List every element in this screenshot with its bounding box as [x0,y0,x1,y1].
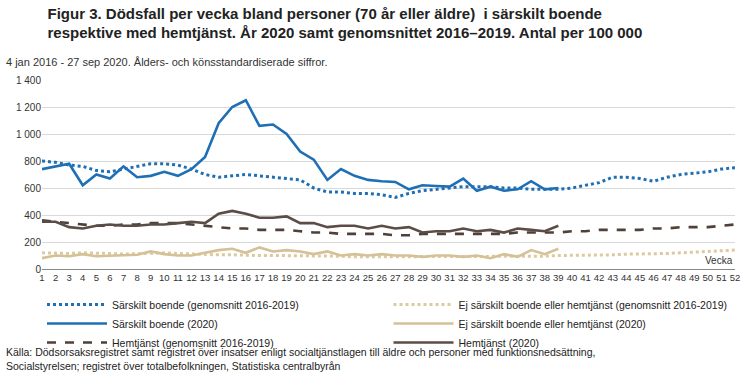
svg-text:38: 38 [539,272,550,283]
svg-text:5: 5 [94,272,99,283]
svg-text:20: 20 [295,272,306,283]
svg-text:51: 51 [716,272,727,283]
svg-text:43: 43 [607,272,618,283]
svg-text:45: 45 [635,272,646,283]
svg-text:46: 46 [648,272,659,283]
svg-text:36: 36 [512,272,523,283]
svg-text:23: 23 [336,272,347,283]
svg-text:16: 16 [241,272,252,283]
svg-text:47: 47 [662,272,673,283]
svg-text:7: 7 [121,272,126,283]
svg-text:12: 12 [186,272,197,283]
svg-text:Vecka: Vecka [705,255,733,266]
svg-text:21: 21 [308,272,319,283]
svg-text:40: 40 [567,272,578,283]
svg-text:1 400: 1 400 [16,75,41,86]
svg-text:6: 6 [107,272,112,283]
svg-text:Särskilt boende (2020): Särskilt boende (2020) [112,318,218,330]
svg-text:Hemtjänst (2020): Hemtjänst (2020) [459,337,540,349]
svg-text:50: 50 [703,272,714,283]
svg-text:42: 42 [594,272,605,283]
svg-text:11: 11 [173,272,183,283]
svg-text:30: 30 [431,272,442,283]
svg-text:25: 25 [363,272,374,283]
svg-text:27: 27 [390,272,401,283]
svg-text:24: 24 [349,272,360,283]
svg-text:34: 34 [485,272,496,283]
svg-text:44: 44 [621,272,632,283]
svg-text:33: 33 [472,272,483,283]
svg-text:Ej särskilt boende eller hemtj: Ej särskilt boende eller hemtjänst (geno… [459,299,727,311]
svg-text:9: 9 [148,272,153,283]
svg-text:39: 39 [553,272,564,283]
svg-text:200: 200 [24,237,41,248]
svg-text:18: 18 [268,272,279,283]
svg-text:Ej särskilt boende eller hemtj: Ej särskilt boende eller hemtjänst (2020… [459,318,646,330]
svg-text:4: 4 [80,272,85,283]
svg-text:0: 0 [35,264,41,275]
svg-text:4 jan 2016 - 27 sep 2020. Ålde: 4 jan 2016 - 27 sep 2020. Ålders- och kö… [6,56,327,68]
svg-text:31: 31 [444,272,455,283]
svg-text:37: 37 [526,272,537,283]
svg-text:17: 17 [254,272,265,283]
svg-text:32: 32 [458,272,469,283]
svg-text:14: 14 [213,272,224,283]
svg-text:35: 35 [499,272,510,283]
svg-text:Särskilt boende (genomsnitt 20: Särskilt boende (genomsnitt 2016-2019) [112,299,299,311]
svg-text:41: 41 [580,272,591,283]
svg-text:10: 10 [159,272,170,283]
svg-text:1: 1 [39,272,44,283]
svg-text:800: 800 [24,156,41,167]
svg-text:15: 15 [227,272,238,283]
svg-text:Källa: Dödsorsaksregistret sam: Källa: Dödsorsaksregistret samt registre… [6,346,595,372]
svg-text:19: 19 [281,272,292,283]
svg-text:52: 52 [730,272,741,283]
svg-text:2: 2 [53,272,58,283]
svg-text:29: 29 [417,272,428,283]
svg-text:3: 3 [67,272,72,283]
svg-text:22: 22 [322,272,333,283]
svg-text:Figur 3. Dödsfall per vecka bl: Figur 3. Dödsfall per vecka bland person… [48,5,643,42]
svg-text:48: 48 [675,272,686,283]
svg-text:1 200: 1 200 [16,102,41,113]
svg-text:13: 13 [200,272,211,283]
svg-text:28: 28 [404,272,415,283]
svg-text:49: 49 [689,272,700,283]
svg-text:26: 26 [376,272,387,283]
svg-text:600: 600 [24,183,41,194]
svg-text:400: 400 [24,210,41,221]
svg-text:8: 8 [134,272,139,283]
svg-text:Hemtjänst (genomsnitt 2016-201: Hemtjänst (genomsnitt 2016-2019) [112,337,274,349]
svg-text:1 000: 1 000 [16,129,41,140]
